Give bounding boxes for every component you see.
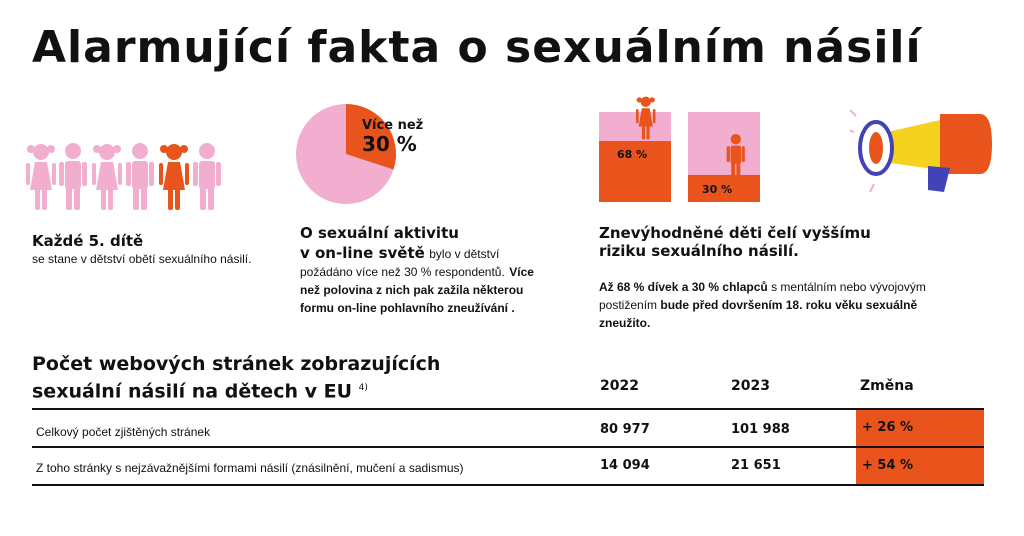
boys-bar-label: 30 %	[702, 183, 733, 196]
child-figure-2	[59, 143, 87, 210]
table-row-2-2022: 14 094	[600, 458, 650, 473]
block3-text-1: Až 68 % dívek a 30 % chlapců	[599, 280, 768, 294]
table-middle-rule	[32, 446, 984, 448]
table-row-1-change: + 26 %	[856, 410, 984, 446]
block2-heading-line2: v on-line světě	[300, 244, 425, 262]
child-figure-1	[26, 144, 56, 210]
girls-bar-label: 68 %	[617, 148, 648, 161]
table-row-2-2023: 21 651	[731, 458, 781, 473]
block2-text-2: Více než polovina z nich pak zažila někt…	[300, 265, 534, 315]
block3-text-2: s mentálním nebo vývojovým postižením	[599, 280, 926, 312]
pie-slice-highlight	[346, 104, 396, 170]
pie-label-2: 30 %	[362, 132, 417, 156]
boy-figure-icon	[726, 133, 745, 178]
megaphone-icon	[850, 109, 992, 193]
boys-bar-fill	[688, 175, 760, 202]
table-row-1-2023: 101 988	[731, 422, 790, 437]
boys-bar-bg: 30 %	[688, 112, 760, 202]
table-title-line1: Počet webových stránek zobrazujících	[32, 353, 441, 375]
girls-bar-bg: 68 %	[599, 112, 671, 202]
pie-chart	[296, 104, 396, 204]
table-row-2-change: + 54 %	[856, 448, 984, 484]
table-top-rule	[32, 408, 984, 410]
girl-figure-icon	[636, 96, 656, 140]
table-row-1-label: Celkový počet zjištěných stránek	[36, 425, 211, 439]
table-footnote: 4)	[358, 383, 368, 393]
block2-text-1: bylo v dětství požádáno více než 30 % re…	[300, 247, 505, 279]
table-bottom-rule	[32, 484, 984, 486]
table-row-1-2022: 80 977	[600, 422, 650, 437]
block2-heading-line1: O sexuální aktivitu	[300, 224, 459, 242]
table-row-2-label: Z toho stránky s nejzávažnějšími formami…	[36, 461, 464, 475]
block1-heading: Každé 5. dítě	[32, 232, 144, 250]
col-header-change: Změna	[860, 378, 914, 394]
girls-bar-fill	[599, 140, 671, 202]
block2-heading: O sexuální aktivitu	[300, 224, 560, 242]
pie-label-1: Více než	[362, 118, 424, 133]
child-figure-6	[193, 143, 221, 210]
table-title-line2: sexuální násilí na dětech v EU 4)	[32, 380, 368, 403]
col-header-2022: 2022	[600, 378, 639, 394]
block3-text: Až 68 % dívek a 30 % chlapců s mentálním…	[599, 278, 929, 332]
children-icons	[26, 143, 221, 210]
child-figure-4	[126, 143, 154, 210]
block2-body: v on-line světě bylo v dětství požádáno …	[300, 244, 550, 317]
table-title: Počet webových stránek zobrazujících sex…	[32, 352, 552, 403]
page-title: Alarmující fakta o sexuálním násilí	[32, 22, 922, 73]
child-figure-3	[92, 144, 122, 210]
block3-heading: Znevýhodněné děti čelí vyššímu riziku se…	[599, 224, 871, 260]
block3-text-3: bude před dovršením 18. roku věku sexuál…	[599, 298, 918, 330]
block1-text: se stane v dětství obětí sexuálního nási…	[32, 252, 252, 266]
col-header-2023: 2023	[731, 378, 770, 394]
child-figure-highlighted	[159, 144, 189, 210]
